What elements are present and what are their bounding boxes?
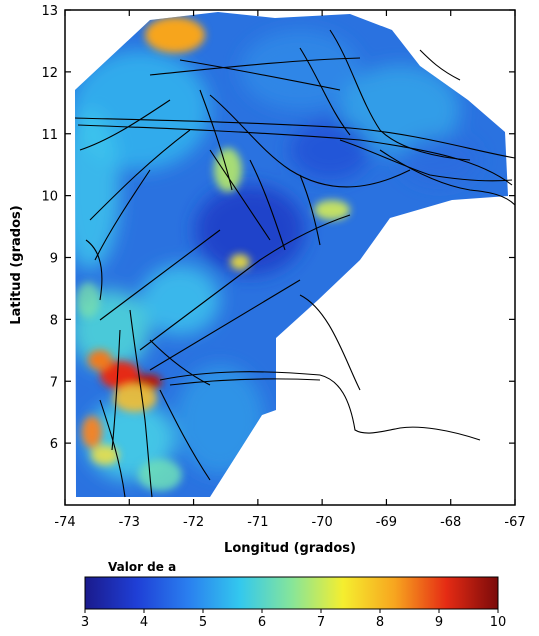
- y-tick-label: 11: [41, 128, 58, 143]
- colorbar-tick-label: 3: [81, 615, 89, 630]
- colorbar-tick-label: 4: [140, 615, 148, 630]
- fault-lines: [74, 29, 516, 498]
- x-tick-label: -71: [247, 515, 268, 530]
- y-tick-label: 7: [50, 375, 58, 390]
- y-tick-label: 9: [50, 252, 58, 267]
- colorbar-ticks: 3 4 5 6 7 8 9 10: [81, 609, 506, 630]
- colorbar-title: Valor de a: [108, 560, 176, 574]
- y-axis-title: Latitud (grados): [9, 205, 24, 324]
- y-tick-label: 8: [50, 313, 58, 328]
- colorbar: [84, 576, 499, 610]
- colorbar-tick-label: 10: [490, 615, 507, 630]
- y-axis: 6 7 8 9 10 11 12 13: [41, 4, 515, 452]
- x-tick-label: -68: [440, 515, 461, 530]
- x-axis: -74 -73 -72 -71 -70 -69 -68 -67: [54, 10, 526, 530]
- colorbar-tick-label: 6: [258, 615, 266, 630]
- y-tick-label: 10: [41, 190, 58, 205]
- y-tick-label: 13: [41, 4, 58, 19]
- colorbar-tick-label: 5: [199, 615, 207, 630]
- x-axis-title: Longitud (grados): [224, 541, 356, 556]
- colorbar-tick-label: 7: [317, 615, 325, 630]
- y-tick-label: 6: [50, 437, 58, 452]
- x-tick-label: -73: [119, 515, 140, 530]
- colorbar-tick-label: 9: [435, 615, 443, 630]
- x-tick-label: -70: [312, 515, 333, 530]
- x-tick-label: -74: [54, 515, 75, 530]
- x-tick-label: -69: [376, 515, 397, 530]
- colorbar-tick-label: 8: [376, 615, 384, 630]
- y-tick-label: 12: [41, 66, 58, 81]
- x-tick-label: -72: [183, 515, 204, 530]
- x-tick-label: -67: [504, 515, 525, 530]
